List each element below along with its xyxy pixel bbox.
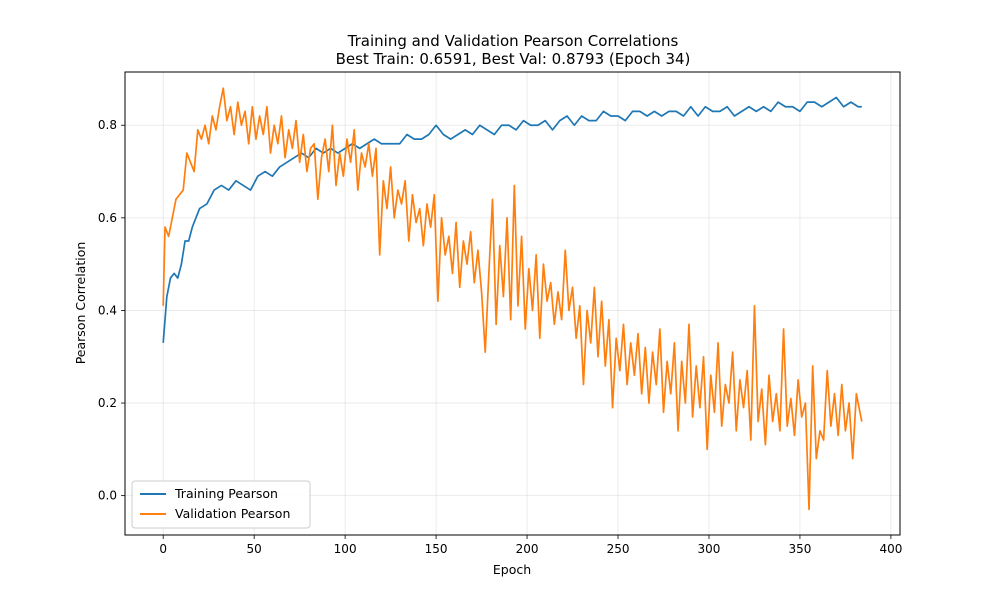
y-ticks: 0.0 0.2 0.4 0.6 0.8 bbox=[98, 118, 125, 503]
x-tick-label: 350 bbox=[788, 542, 811, 556]
x-tick-label: 400 bbox=[879, 542, 902, 556]
x-axis-label: Epoch bbox=[493, 562, 531, 577]
y-tick-label: 0.8 bbox=[98, 118, 117, 132]
y-axis-label: Pearson Correlation bbox=[73, 242, 88, 365]
series-layer bbox=[162, 87, 863, 511]
legend-box bbox=[131, 480, 311, 529]
grid bbox=[125, 72, 900, 535]
series-line-training bbox=[162, 96, 862, 343]
y-tick-label: 0.4 bbox=[98, 303, 117, 317]
y-tick-label: 0.2 bbox=[98, 396, 117, 410]
y-tick-label: 0.0 bbox=[98, 489, 117, 503]
legend-label-training: Training Pearson bbox=[174, 486, 278, 501]
x-ticks: 0 50 100 150 200 250 300 350 400 bbox=[159, 535, 902, 556]
y-tick-label: 0.6 bbox=[98, 211, 117, 225]
x-tick-label: 200 bbox=[516, 542, 539, 556]
x-tick-label: 100 bbox=[334, 542, 357, 556]
series-line-validation bbox=[162, 87, 863, 511]
x-tick-label: 250 bbox=[607, 542, 630, 556]
x-tick-label: 50 bbox=[247, 542, 262, 556]
legend: Training Pearson Validation Pearson bbox=[131, 480, 311, 529]
x-tick-label: 300 bbox=[698, 542, 721, 556]
legend-label-validation: Validation Pearson bbox=[175, 506, 290, 521]
x-tick-label: 150 bbox=[425, 542, 448, 556]
chart-subtitle: Best Train: 0.6591, Best Val: 0.8793 (Ep… bbox=[336, 50, 691, 68]
x-tick-label: 0 bbox=[159, 542, 167, 556]
chart-title: Training and Validation Pearson Correlat… bbox=[347, 32, 679, 50]
plot-frame bbox=[124, 71, 901, 536]
